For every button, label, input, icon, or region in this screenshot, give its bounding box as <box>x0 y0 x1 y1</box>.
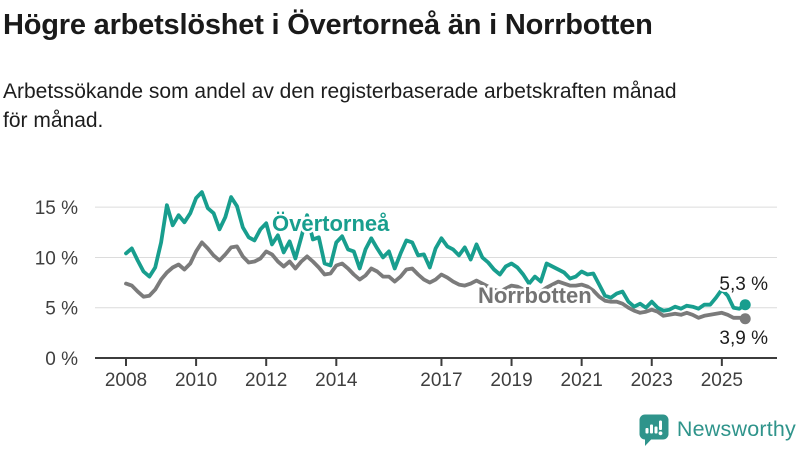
newsworthy-logo[interactable]: Newsworthy <box>638 413 796 446</box>
gridlines <box>95 206 777 309</box>
series-line-norrbotten <box>124 240 748 321</box>
series-label-norrbotten: Norrbotten <box>478 283 592 308</box>
x-tick-label: 2025 <box>701 370 743 391</box>
x-tick-label: 2023 <box>631 370 673 391</box>
x-tick-label: 2014 <box>315 370 358 391</box>
series-line-overtornea <box>124 190 748 313</box>
x-tick-label: 2021 <box>561 370 603 391</box>
x-tick-label: 2017 <box>420 370 462 391</box>
series-label-overtornea: Övertorneå <box>272 211 390 236</box>
end-value-norrbotten: 3,9 % <box>719 328 768 349</box>
y-tick-label: 15 % <box>35 198 78 219</box>
bar-chart-speech-bubble-icon <box>639 414 669 446</box>
x-tick-label: 2008 <box>105 370 147 391</box>
chart-subtitle: Arbetssökande som andel av den registerb… <box>3 80 677 132</box>
x-tick-label: 2010 <box>175 370 217 391</box>
brand-wordmark: Newsworthy <box>676 417 796 441</box>
x-tick-label: 2012 <box>245 370 287 391</box>
end-value-overtornea: 5,3 % <box>719 274 768 295</box>
y-tick-label: 0 % <box>45 349 78 370</box>
data-series <box>124 190 751 325</box>
series-end-dot-norrbotten <box>739 313 751 325</box>
y-tick-label: 10 % <box>35 248 78 269</box>
y-tick-label: 5 % <box>45 299 78 320</box>
x-tick-label: 2019 <box>490 370 532 391</box>
axes: 0 % 5 % 10 % 15 % 2008 2010 2012 2014 2017 2019 20… <box>35 198 777 391</box>
series-end-dot-overtornea <box>739 299 751 311</box>
page-title: Högre arbetslöshet i Övertorneå än i Nor… <box>3 9 653 41</box>
